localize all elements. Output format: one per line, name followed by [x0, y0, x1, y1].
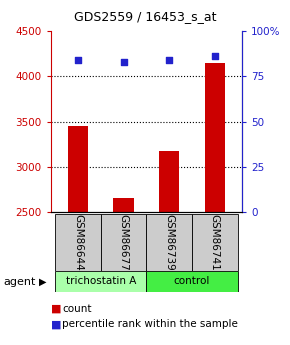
- Text: GSM86739: GSM86739: [164, 214, 174, 271]
- Bar: [204, 63, 225, 212]
- Text: percentile rank within the sample: percentile rank within the sample: [62, 319, 238, 329]
- Bar: [159, 151, 180, 212]
- Point: [121, 59, 126, 65]
- Bar: [146, 214, 192, 271]
- Point: [167, 57, 172, 63]
- Bar: [146, 271, 238, 292]
- Point: [213, 54, 217, 59]
- Text: GSM86741: GSM86741: [210, 214, 220, 271]
- Bar: [55, 214, 101, 271]
- Point: [76, 57, 80, 63]
- Bar: [113, 198, 134, 212]
- Text: GSM86677: GSM86677: [119, 214, 129, 271]
- Text: agent: agent: [3, 277, 35, 287]
- Bar: [55, 271, 146, 292]
- Text: GDS2559 / 16453_s_at: GDS2559 / 16453_s_at: [74, 10, 216, 23]
- Text: control: control: [174, 276, 210, 286]
- Text: ■: ■: [51, 319, 61, 329]
- Text: ▶: ▶: [39, 277, 47, 287]
- Bar: [101, 214, 146, 271]
- Text: trichostatin A: trichostatin A: [66, 276, 136, 286]
- Bar: [192, 214, 238, 271]
- Text: count: count: [62, 304, 92, 314]
- Bar: [68, 126, 88, 212]
- Text: ■: ■: [51, 304, 61, 314]
- Text: GSM86644: GSM86644: [73, 214, 83, 271]
